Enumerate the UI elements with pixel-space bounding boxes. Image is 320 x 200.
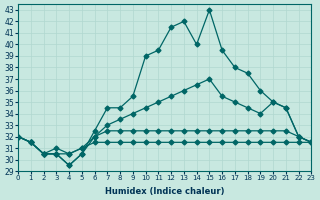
X-axis label: Humidex (Indice chaleur): Humidex (Indice chaleur) — [105, 187, 225, 196]
